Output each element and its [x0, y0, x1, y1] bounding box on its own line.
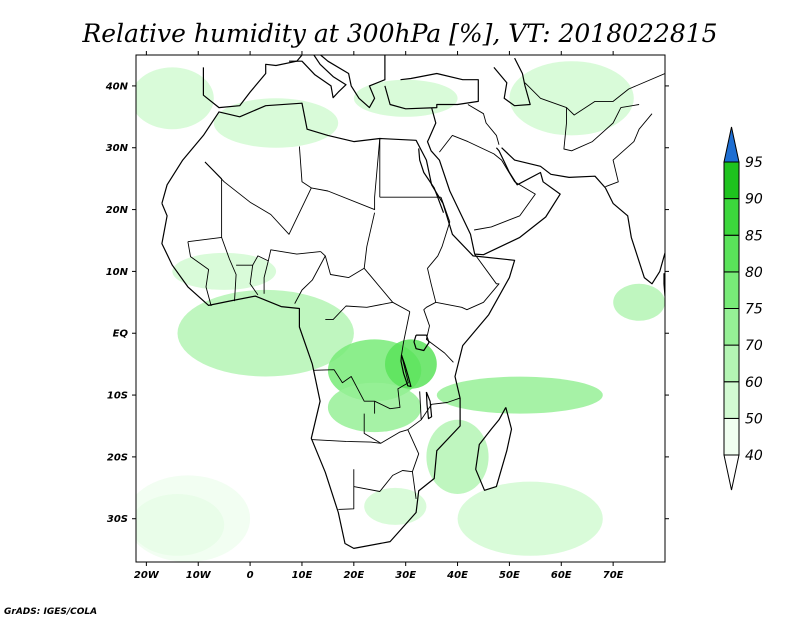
colorbar-bin	[723, 234, 740, 273]
lon-tick-label: 60E	[551, 570, 572, 581]
longitude-ticks: 20W 10W 0 10E 20E 30E 40E 50E 60E 70E	[134, 51, 624, 581]
humidity-patch-great-lakes	[385, 339, 437, 389]
lat-tick-label: EQ	[113, 329, 129, 340]
border-turkmen	[524, 73, 665, 116]
border-iraq-iran	[467, 104, 500, 145]
coastline-africa	[161, 102, 516, 549]
colorbar-label: 50	[745, 411, 763, 427]
border-afghan-pak	[563, 104, 640, 152]
border-mali-mauritania	[187, 161, 223, 243]
lon-tick-label: 70E	[603, 570, 624, 581]
lat-tick-label: 20S	[107, 452, 128, 463]
colorbar-label: 40	[745, 448, 763, 464]
border-kenya-tanz	[423, 301, 454, 363]
border-west-africa-2	[236, 264, 259, 296]
border-india-pak	[605, 113, 653, 188]
lat-tick-label: 10N	[106, 267, 129, 278]
coastline-red-sea-sudan	[418, 148, 445, 213]
border-drc-east	[374, 311, 411, 410]
border-maghreb-south	[204, 138, 381, 235]
colorbar-bin	[723, 381, 740, 419]
coastline-iran-india	[501, 147, 665, 285]
colorbar: 40 50 60 70 75 80 85 90 95	[723, 126, 763, 491]
humidity-patch-indian-ocean-band	[436, 376, 603, 414]
border-namibia-botswana	[338, 469, 355, 510]
lon-tick-label: 50E	[499, 570, 520, 581]
lon-tick-label: 40E	[446, 570, 468, 581]
humidity-patch-north-atlantic	[136, 67, 214, 130]
map-title: Relative humidity at 300hPa [%], VT: 201…	[81, 19, 717, 48]
lat-tick-label: 30N	[106, 143, 129, 154]
humidity-patch-gulf-of-guinea	[177, 289, 354, 377]
coastline-caspian	[493, 57, 531, 107]
colorbar-bin	[723, 308, 740, 346]
border-west-africa-3	[252, 255, 269, 294]
colorbar-label: 70	[745, 338, 763, 354]
border-congo-car	[325, 301, 393, 321]
lon-tick-label: 0	[247, 570, 254, 581]
border-tanz-moz	[420, 397, 460, 421]
colorbar-label: 85	[745, 228, 763, 244]
coastline-balkans	[320, 55, 386, 109]
border-moz-inner	[407, 429, 420, 499]
lon-tick-label: 10W	[186, 570, 212, 581]
border-angola-namibia	[311, 439, 381, 444]
lon-tick-label: 30E	[395, 570, 416, 581]
border-botswana-sa	[353, 470, 413, 492]
humidity-patch-south-indian-ocean	[457, 481, 603, 556]
border-libya-algeria	[298, 146, 312, 189]
humidity-patch-north-africa-band	[213, 98, 339, 148]
border-car-chad	[324, 255, 365, 279]
coastline-turkey	[384, 72, 479, 110]
border-west-africa-4	[187, 241, 212, 307]
border-saudi-inner	[439, 134, 536, 231]
coastline-lake-tanganyika	[400, 354, 412, 387]
humidity-patch-mozambique-channel	[426, 419, 489, 494]
coastline-italy	[289, 55, 347, 99]
border-west-africa-1	[221, 237, 237, 302]
lat-tick-label: 30S	[107, 514, 128, 525]
colorbar-bin	[723, 344, 740, 383]
colorbar-bin	[723, 271, 740, 309]
colorbar-bin	[723, 161, 740, 200]
border-chad-sudan	[363, 212, 411, 312]
coastline-lake-victoria	[413, 334, 430, 352]
humidity-patch-atlantic-southwest-outer	[136, 475, 251, 562]
coastline-lake-malawi	[425, 391, 433, 420]
coastline-europe	[202, 55, 303, 109]
humidity-patch-south-africa-coast	[364, 487, 427, 525]
humidity-patch-sahel-west	[172, 252, 277, 290]
lat-tick-label: 40N	[105, 81, 129, 92]
border-nigeria-cameroon	[294, 251, 326, 304]
lat-tick-label: 10S	[107, 391, 128, 402]
coastline-levant-arabia	[426, 107, 561, 256]
colorbar-over-arrow	[723, 126, 740, 163]
colorbar-label: 80	[745, 265, 763, 281]
coastline-madagascar	[475, 407, 513, 491]
colorbar-label: 90	[745, 192, 763, 208]
coastlines-layer	[161, 55, 665, 549]
coastline-sri-lanka	[663, 272, 665, 297]
credit-label: GrADS: IGES/COLA	[4, 607, 97, 617]
colorbar-bin	[723, 198, 740, 236]
humidity-patch-arabian-sea-east	[613, 283, 665, 321]
humidity-patch-central-asia	[509, 61, 634, 136]
border-niger-nigeria	[267, 249, 321, 261]
latitude-ticks: 40N 30N 20N 10N EQ 10S 20S 30S	[105, 81, 669, 525]
lat-tick-label: 20N	[106, 205, 129, 216]
colorbar-label: 60	[745, 375, 763, 391]
lon-tick-label: 20W	[134, 570, 160, 581]
lon-tick-label: 20E	[343, 570, 364, 581]
colorbar-label: 75	[745, 302, 763, 318]
map-panel: 20W 10W 0 10E 20E 30E 40E 50E 60E 70E 40N 30N 20N 10…	[105, 51, 669, 581]
lon-tick-label: 10E	[292, 570, 313, 581]
map-frame	[135, 54, 666, 563]
colorbar-under-arrow	[723, 454, 740, 491]
colorbar-label: 95	[745, 155, 763, 171]
colorbar-bin	[723, 417, 740, 456]
